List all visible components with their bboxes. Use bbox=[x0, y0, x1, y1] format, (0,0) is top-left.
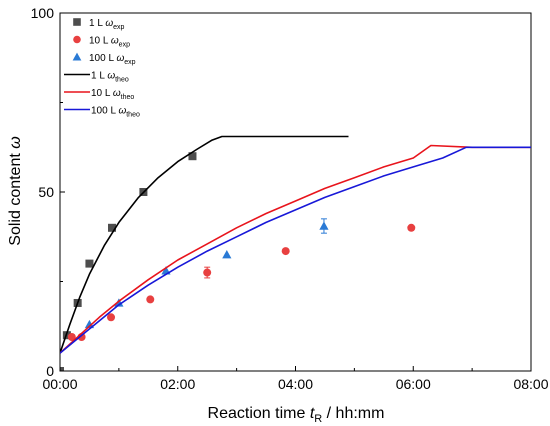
axis-ticks: 00:00 02:00 04:00 06:00 08:00 0 50 100 bbox=[31, 5, 549, 392]
plot-frame bbox=[59, 12, 532, 372]
series-0 bbox=[60, 152, 197, 371]
series-5 bbox=[60, 146, 531, 354]
y-tick-label: 50 bbox=[38, 184, 54, 200]
data-point-2-3 bbox=[222, 250, 232, 259]
legend-marker-swatch bbox=[73, 35, 81, 44]
x-tick-label: 02:00 bbox=[160, 376, 195, 392]
legend-marker-swatch bbox=[72, 52, 82, 61]
series-line-4 bbox=[60, 144, 531, 354]
legend-label-main: 10 L bbox=[89, 36, 111, 47]
legend-label-sub: exp bbox=[119, 42, 130, 49]
plot-border bbox=[59, 12, 532, 372]
data-point-1-2 bbox=[107, 313, 116, 322]
data-point-1-3 bbox=[146, 295, 155, 304]
x-tick-label: 04:00 bbox=[278, 376, 313, 392]
legend-label-main: 10 L bbox=[91, 88, 113, 99]
series-4 bbox=[60, 144, 531, 354]
data-point-1-4 bbox=[203, 268, 212, 277]
series-layer bbox=[60, 135, 531, 371]
data-point-0-4 bbox=[108, 223, 117, 232]
series-line-5 bbox=[60, 146, 531, 354]
data-point-1-6 bbox=[407, 223, 416, 232]
data-point-1-5 bbox=[281, 247, 290, 256]
legend-label-var: ω bbox=[118, 106, 126, 117]
legend-label-var: ω bbox=[107, 71, 115, 82]
legend-label-main: 1 L bbox=[89, 18, 105, 29]
legend-label-var: ω bbox=[113, 88, 121, 99]
legend-label-main: 1 L bbox=[91, 71, 107, 82]
data-point-0-0 bbox=[60, 367, 64, 371]
legend-label-2: 100 L ωexp bbox=[89, 53, 136, 66]
y-axis-title: Solid content ω bbox=[7, 136, 24, 245]
legend-label-var: ω bbox=[116, 53, 124, 64]
legend-label-5: 100 L ωtheo bbox=[91, 106, 140, 119]
legend-label-sub: theo bbox=[115, 77, 129, 84]
data-point-2-1 bbox=[114, 298, 124, 307]
legend-label-1: 10 L ωexp bbox=[89, 36, 130, 49]
series-3 bbox=[60, 135, 349, 354]
legend-label-main: 100 L bbox=[89, 53, 116, 64]
legend-label-3: 1 L ωtheo bbox=[91, 71, 129, 84]
legend-label-main: 100 L bbox=[91, 106, 118, 117]
x-tick-label: 08:00 bbox=[513, 376, 548, 392]
legend-marker-swatch bbox=[73, 18, 81, 26]
legend-label-0: 1 L ωexp bbox=[89, 18, 125, 31]
legend-label-sub: theo bbox=[126, 112, 140, 119]
x-axis-title: Reaction time tR / hh:mm bbox=[208, 405, 385, 425]
legend-label-4: 10 L ωtheo bbox=[91, 88, 134, 101]
series-line-3 bbox=[60, 135, 349, 354]
y-tick-label: 100 bbox=[31, 5, 55, 21]
data-point-2-4 bbox=[319, 221, 329, 230]
legend-label-var: ω bbox=[105, 18, 113, 29]
y-tick-label: 0 bbox=[46, 363, 54, 379]
data-point-0-3 bbox=[85, 259, 94, 268]
legend-label-var: ω bbox=[111, 36, 119, 47]
x-tick-label: 00:00 bbox=[42, 376, 77, 392]
data-point-0-6 bbox=[188, 152, 197, 161]
legend-label-sub: exp bbox=[113, 24, 124, 31]
series-1 bbox=[67, 223, 416, 341]
data-point-1-0 bbox=[67, 332, 76, 341]
legend-label-sub: exp bbox=[124, 59, 135, 66]
x-tick-label: 06:00 bbox=[396, 376, 431, 392]
legend-label-sub: theo bbox=[121, 94, 135, 101]
